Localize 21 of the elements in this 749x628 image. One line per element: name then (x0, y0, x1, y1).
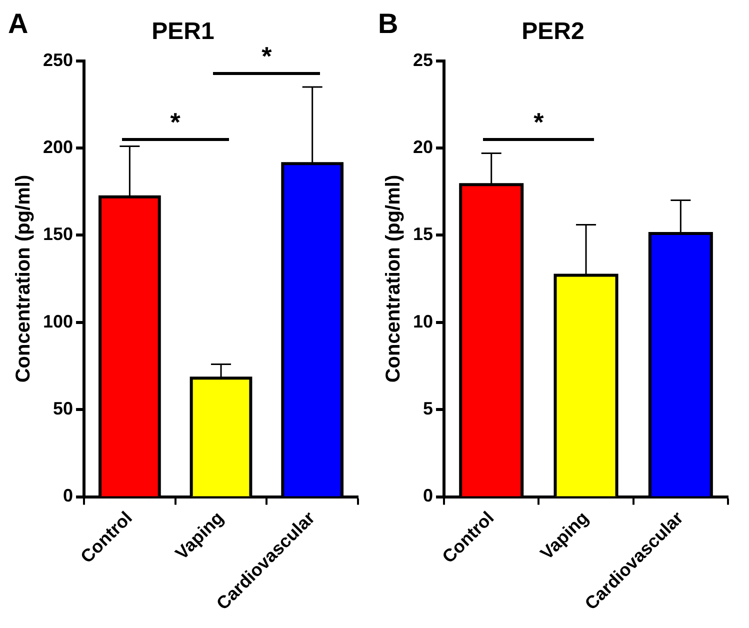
y-tick-label: 0 (423, 486, 434, 506)
annotation: * (169, 107, 182, 138)
y-tick-label: 250 (42, 50, 74, 70)
y-tick-label: 10 (412, 311, 434, 332)
y-tick-label: 150 (42, 224, 74, 244)
y-tick-label: 100 (42, 311, 74, 332)
y-tick-label: 50 (53, 398, 74, 419)
y-tick-label: 20 (412, 136, 434, 157)
text: A (8, 8, 28, 40)
annotation: * (532, 107, 545, 138)
y-tick-label: 200 (42, 136, 74, 157)
y-tick-label: 0 (63, 486, 74, 506)
y-tick-label: 25 (412, 50, 434, 70)
y-axis-title: Concentration (pg/ml) (382, 174, 405, 383)
y-tick-label: 5 (423, 398, 434, 419)
chart-title: PER2 (522, 18, 584, 46)
text: B (378, 8, 398, 40)
y-tick-label: 15 (412, 224, 434, 244)
annotation: * (260, 41, 273, 71)
y-axis-title: Concentration (pg/ml) (12, 174, 35, 383)
chart-title: PER1 (152, 18, 214, 46)
